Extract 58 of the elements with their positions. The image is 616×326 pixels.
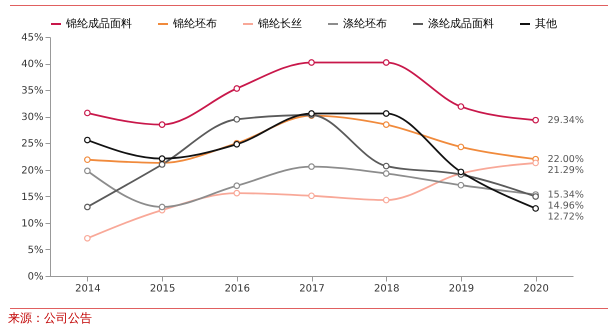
point bbox=[84, 204, 91, 210]
point bbox=[458, 103, 464, 110]
legend-label: 锦纶长丝 bbox=[257, 17, 302, 30]
point bbox=[233, 116, 240, 123]
legend-label: 涤纶成品面料 bbox=[428, 17, 494, 30]
x-tick-label: 2018 bbox=[374, 284, 400, 294]
point bbox=[158, 204, 166, 210]
point bbox=[382, 162, 390, 170]
point bbox=[382, 121, 390, 128]
y-tick-label: 30% bbox=[21, 112, 44, 124]
point bbox=[233, 182, 240, 190]
data-label: 15.34% bbox=[548, 190, 584, 201]
point bbox=[84, 156, 91, 164]
data-label: 22.00% bbox=[548, 154, 584, 166]
point bbox=[233, 190, 240, 196]
legend-label: 锦纶坯布 bbox=[172, 17, 217, 30]
point bbox=[84, 136, 91, 144]
point bbox=[382, 170, 390, 177]
source-note: 来源：公司公告 bbox=[8, 310, 92, 326]
point bbox=[532, 205, 539, 212]
x-tick-label: 2019 bbox=[448, 284, 474, 294]
point bbox=[84, 168, 91, 174]
point bbox=[532, 116, 539, 124]
y-tick-label: 40% bbox=[21, 59, 44, 70]
y-tick-label: 10% bbox=[21, 218, 44, 230]
legend-label: 锦纶成品面料 bbox=[65, 17, 132, 30]
point bbox=[532, 160, 539, 166]
x-tick-label: 2014 bbox=[75, 284, 101, 294]
y-tick-label: 35% bbox=[21, 86, 44, 97]
y-tick-label: 20% bbox=[21, 165, 44, 176]
point bbox=[308, 163, 315, 170]
point bbox=[84, 110, 91, 116]
point bbox=[382, 110, 390, 117]
y-tick-label: 45% bbox=[21, 32, 44, 44]
y-tick-label: 0% bbox=[28, 272, 44, 282]
y-tick-label: 25% bbox=[21, 138, 44, 150]
point bbox=[84, 234, 91, 242]
x-tick-label: 2017 bbox=[299, 284, 325, 294]
point bbox=[308, 192, 315, 200]
x-tick-label: 2016 bbox=[224, 284, 250, 294]
point bbox=[458, 144, 464, 150]
y-tick-label: 5% bbox=[28, 244, 44, 256]
point bbox=[382, 59, 390, 66]
x-tick-label: 2015 bbox=[150, 284, 176, 294]
point bbox=[308, 59, 315, 66]
point bbox=[382, 196, 390, 204]
point bbox=[233, 85, 240, 92]
data-label: 21.29% bbox=[548, 165, 584, 176]
data-label: 29.34% bbox=[548, 115, 584, 126]
legend-label: 涤纶坯布 bbox=[343, 17, 387, 30]
point bbox=[158, 155, 166, 162]
point bbox=[158, 121, 166, 128]
legend-label: 其他 bbox=[535, 17, 557, 30]
data-label: 12.72% bbox=[548, 212, 584, 223]
point bbox=[458, 182, 464, 189]
y-tick-label: 15% bbox=[21, 192, 44, 203]
data-label: 14.96% bbox=[548, 200, 584, 212]
x-tick-label: 2020 bbox=[523, 284, 549, 294]
